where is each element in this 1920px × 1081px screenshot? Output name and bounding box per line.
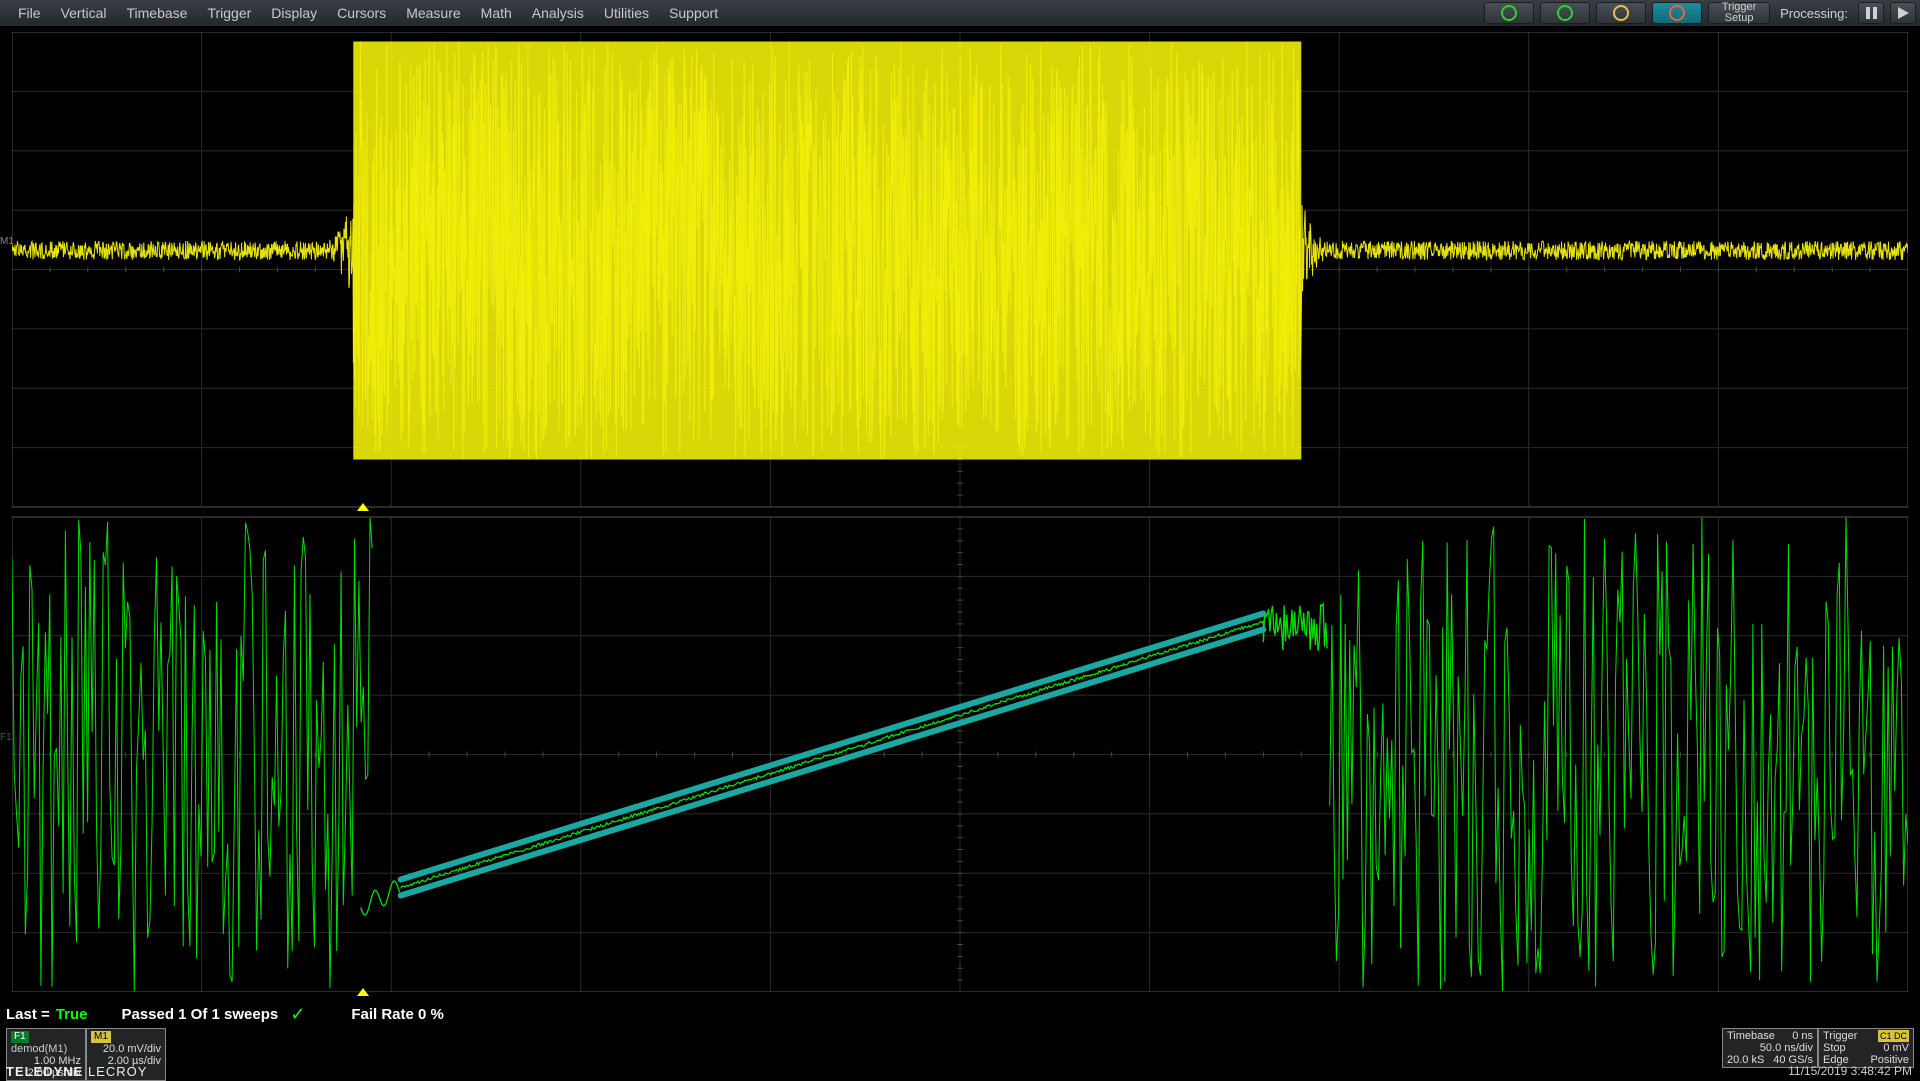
scope-canvas[interactable] bbox=[12, 32, 1908, 992]
check-icon: ✓ bbox=[290, 1004, 305, 1025]
menu-cursors[interactable]: Cursors bbox=[327, 0, 396, 26]
timebase-tval: 0 ns bbox=[1792, 1030, 1813, 1042]
last-value: True bbox=[56, 1006, 88, 1023]
last-label: Last = bbox=[6, 1006, 50, 1023]
trigger-setup-l2: Setup bbox=[1725, 13, 1754, 24]
channel-label-m1: M1 bbox=[0, 236, 12, 247]
menu-left: FileVerticalTimebaseTriggerDisplayCursor… bbox=[0, 0, 728, 26]
timebase-title: Timebase bbox=[1727, 1030, 1775, 1042]
test-result-line: Last = True Passed 1 Of 1 sweeps ✓ Fail … bbox=[6, 1003, 444, 1025]
trigger-marker-top[interactable] bbox=[357, 503, 369, 511]
menu-right: Trigger Setup Processing: bbox=[1484, 0, 1916, 26]
menu-file[interactable]: File bbox=[8, 0, 51, 26]
timebase-l2a: 20.0 kS bbox=[1727, 1054, 1764, 1066]
play-icon bbox=[1898, 7, 1909, 19]
channel-label-f1: F1 bbox=[0, 732, 12, 743]
menu-math[interactable]: Math bbox=[471, 0, 522, 26]
trigger-box[interactable]: Trigger C1 DC Stop 0 mV Edge Positive bbox=[1818, 1028, 1914, 1068]
tool-button-group bbox=[1484, 2, 1702, 24]
play-button[interactable] bbox=[1890, 2, 1916, 24]
trigger-badges: C1 DC bbox=[1878, 1030, 1909, 1042]
right-info-row: Timebase 0 ns 50.0 ns/div 20.0 kS 40 GS/… bbox=[1722, 1028, 1914, 1068]
processing-label: Processing: bbox=[1780, 6, 1848, 21]
menu-display[interactable]: Display bbox=[261, 0, 327, 26]
menu-trigger[interactable]: Trigger bbox=[197, 0, 261, 26]
trigger-marker-bottom[interactable] bbox=[357, 988, 369, 996]
m1-val1: 20.0 mV/div bbox=[103, 1043, 161, 1055]
waveform-area: M1 F1 bbox=[0, 26, 1920, 1016]
timebase-l1: 50.0 ns/div bbox=[1760, 1042, 1813, 1054]
fail-rate: Fail Rate 0 % bbox=[351, 1006, 444, 1023]
pause-icon bbox=[1866, 7, 1877, 19]
trigger-l1b: 0 mV bbox=[1883, 1042, 1909, 1054]
tool-single[interactable] bbox=[1596, 2, 1646, 24]
m1-tag: M1 bbox=[91, 1031, 111, 1043]
timebase-box[interactable]: Timebase 0 ns 50.0 ns/div 20.0 kS 40 GS/… bbox=[1722, 1028, 1818, 1068]
tool-auto[interactable] bbox=[1540, 2, 1590, 24]
tool-normal[interactable] bbox=[1484, 2, 1534, 24]
tool-stop[interactable] bbox=[1652, 2, 1702, 24]
swirl-icon bbox=[1501, 5, 1517, 21]
swirl-icon bbox=[1557, 5, 1573, 21]
trigger-title: Trigger bbox=[1823, 1030, 1857, 1042]
menu-timebase[interactable]: Timebase bbox=[116, 0, 197, 26]
menu-measure[interactable]: Measure bbox=[396, 0, 470, 26]
trigger-setup-button[interactable]: Trigger Setup bbox=[1708, 2, 1770, 24]
passed-text: Passed 1 Of 1 sweeps bbox=[121, 1006, 278, 1023]
brand-label: TELEDYNE LECROY bbox=[6, 1064, 147, 1079]
menu-support[interactable]: Support bbox=[659, 0, 728, 26]
swirl-icon bbox=[1613, 5, 1629, 21]
menu-bar: FileVerticalTimebaseTriggerDisplayCursor… bbox=[0, 0, 1920, 26]
menu-analysis[interactable]: Analysis bbox=[522, 0, 594, 26]
timestamp: 11/15/2019 3:48:42 PM bbox=[1788, 1064, 1912, 1078]
trigger-l1a: Stop bbox=[1823, 1042, 1846, 1054]
menu-vertical[interactable]: Vertical bbox=[51, 0, 117, 26]
swirl-icon bbox=[1669, 5, 1685, 21]
pause-button[interactable] bbox=[1858, 2, 1884, 24]
menu-utilities[interactable]: Utilities bbox=[594, 0, 659, 26]
f1-title: demod(M1) bbox=[11, 1043, 67, 1055]
f1-tag: F1 bbox=[11, 1031, 29, 1043]
